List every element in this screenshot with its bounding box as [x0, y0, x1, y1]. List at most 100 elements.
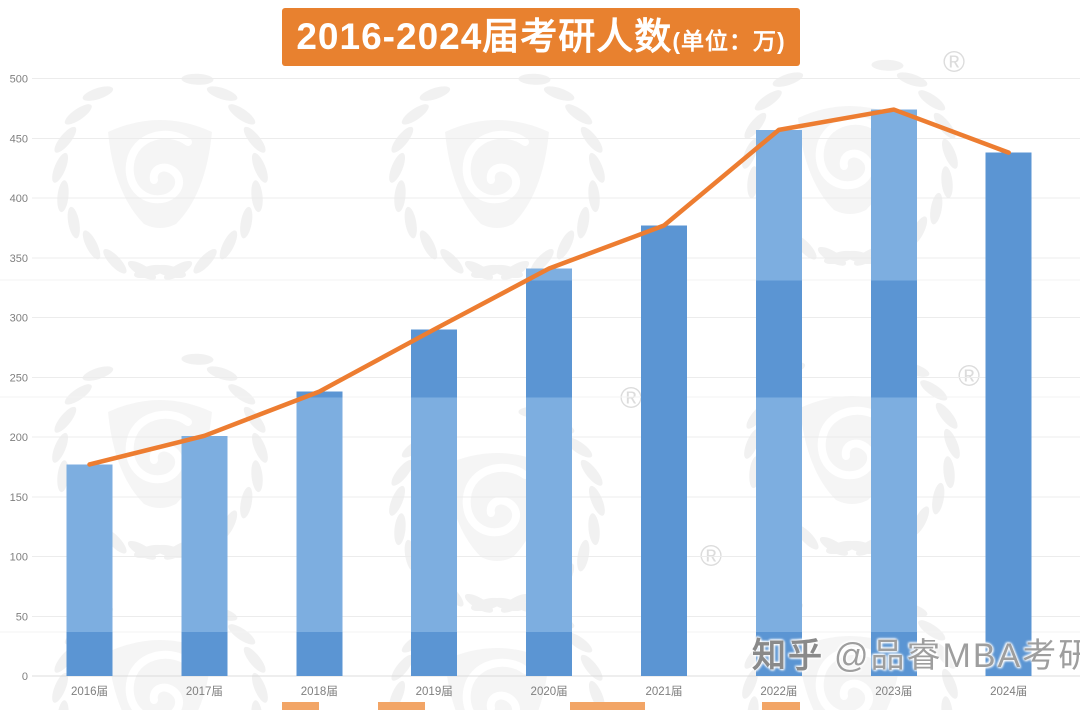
laurel-leaf — [82, 366, 114, 381]
bar-segment — [181, 631, 228, 676]
laurel-leaf — [240, 206, 253, 239]
bar-segment — [526, 631, 573, 676]
laurel-leaf — [941, 696, 953, 710]
bar-segment — [870, 280, 917, 398]
laurel-leaf — [127, 260, 157, 280]
laurel-leaf — [228, 104, 256, 125]
laurel-leaf — [251, 432, 268, 463]
laurel-leaf — [243, 126, 266, 153]
bar-segment — [411, 631, 458, 676]
emblem-swirl — [817, 406, 884, 480]
laurel-leaf — [64, 104, 92, 125]
laurel-leaf — [219, 230, 238, 260]
bar-2020届 — [526, 268, 573, 676]
registered-trademark-icon: ® — [958, 360, 980, 393]
laurel-leaf — [181, 73, 214, 85]
laurel-leaf — [103, 249, 127, 274]
laurel-leaf — [243, 406, 266, 433]
x-tick-label: 2022届 — [760, 685, 797, 698]
laurel-leaf — [391, 654, 414, 681]
chart-title: 2016-2024届考研人数 — [296, 16, 673, 57]
laurel-leaf — [181, 353, 214, 365]
watermark-handle: @品睿MBA考研 — [834, 637, 1080, 675]
laurel-leaf — [588, 152, 605, 183]
laurel-leaf — [565, 104, 593, 125]
laurel-leaf — [935, 402, 958, 429]
laurel-leaf — [57, 460, 69, 493]
x-tick-label: 2016届 — [71, 685, 108, 698]
laurel-leaf — [251, 460, 263, 493]
laurel-leaf — [240, 486, 253, 519]
bar-segment — [526, 280, 573, 398]
emblem-shield — [445, 648, 549, 710]
watermark-text: 知乎 @品睿MBA考研 — [752, 628, 1080, 677]
laurel-leaf — [896, 72, 928, 87]
bar-segment — [181, 435, 228, 632]
laurel-leaf — [251, 700, 263, 710]
bar-segment — [870, 631, 917, 676]
x-tick-label: 2021届 — [645, 685, 682, 698]
laurel-leaf — [588, 485, 605, 516]
laurel-leaf — [747, 696, 759, 710]
bar-segment — [526, 397, 573, 632]
x-tick-label: 2019届 — [416, 685, 453, 698]
y-tick-label: 100 — [10, 552, 28, 564]
y-tick-label: 400 — [10, 193, 28, 205]
x-tick-label: 2018届 — [301, 685, 338, 698]
laurel-leaf — [127, 540, 157, 560]
laurel-leaf — [772, 72, 804, 87]
laurel-leaf — [419, 86, 451, 101]
laurel-leaf — [918, 620, 946, 641]
laurel-leaf — [154, 544, 187, 559]
laurel-leaf — [543, 86, 575, 101]
x-tick-label: 2017届 — [186, 685, 223, 698]
laurel-leaf — [556, 230, 575, 260]
bar-segment — [66, 464, 113, 632]
laurel-leaf — [577, 206, 590, 239]
banner-edge-highlight — [570, 702, 645, 710]
emblem-swirl — [815, 116, 882, 190]
laurel-leaf — [251, 180, 263, 213]
laurel-leaf — [419, 230, 438, 260]
laurel-leaf — [193, 249, 217, 274]
laurel-leaf — [754, 90, 782, 111]
bar-segment — [641, 225, 687, 677]
bar-segment — [985, 152, 1032, 677]
laurel-leaf — [389, 485, 406, 516]
laurel-leaf — [391, 459, 414, 486]
bar-2023届 — [870, 109, 917, 676]
laurel-leaf — [580, 459, 603, 486]
laurel-leaf — [251, 152, 268, 183]
laurel-leaf — [251, 672, 268, 703]
laurel-leaf — [228, 624, 256, 645]
bar-segment — [755, 397, 802, 632]
emblem-swirl — [125, 650, 192, 710]
bar-segment — [755, 280, 802, 398]
laurel-leaf — [394, 180, 406, 213]
laurel-leaf — [154, 264, 187, 279]
banner-edge-highlight — [762, 702, 800, 710]
laurel-leaf — [747, 166, 759, 199]
laurel-leaf — [588, 180, 600, 213]
y-tick-label: 200 — [10, 432, 28, 444]
laurel-leaf — [817, 246, 847, 266]
bar-2024届 — [985, 152, 1032, 677]
laurel-leaf — [943, 456, 955, 489]
laurel-leaf — [401, 104, 429, 125]
chart-title-unit: (单位：万) — [672, 28, 786, 54]
laurel-leaf — [491, 264, 524, 279]
banner-edge-highlight — [282, 702, 319, 710]
emblem-swirl — [125, 130, 192, 204]
laurel-leaf — [52, 152, 69, 183]
trend-line — [87, 107, 1011, 467]
emblem-swirl — [815, 646, 882, 710]
y-tick-label: 50 — [16, 611, 28, 623]
bar-segment — [755, 129, 802, 281]
laurel-leaf — [391, 126, 414, 153]
laurel-leaf — [54, 406, 77, 433]
watermark-emblem — [52, 73, 268, 280]
bar-segment — [870, 109, 917, 281]
laurel-leaf — [580, 126, 603, 153]
